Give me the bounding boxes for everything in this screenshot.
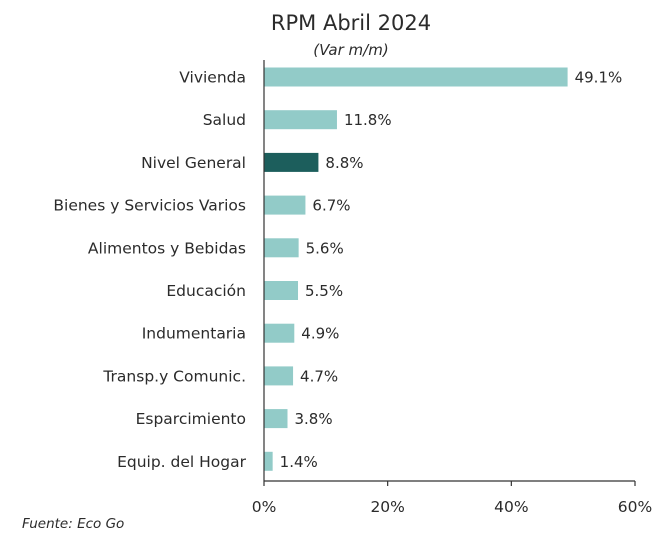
- chart-subtitle: (Var m/m): [313, 41, 388, 59]
- category-label: Esparcimiento: [136, 410, 246, 428]
- x-tick-label: 40%: [494, 498, 528, 516]
- value-label: 3.8%: [294, 410, 332, 428]
- value-label: 8.8%: [325, 154, 363, 172]
- value-label: 5.6%: [306, 239, 344, 257]
- category-label: Bienes y Servicios Varios: [53, 197, 246, 215]
- bar: [264, 152, 319, 172]
- value-label: 1.4%: [280, 453, 318, 471]
- bar: [264, 238, 299, 258]
- value-label: 5.5%: [305, 282, 343, 300]
- value-label: 6.7%: [312, 197, 350, 215]
- category-label: Educación: [166, 282, 246, 300]
- category-label: Transp.y Comunic.: [102, 367, 246, 385]
- category-label: Vivienda: [179, 69, 246, 87]
- bar: [264, 195, 306, 215]
- bar: [264, 409, 288, 429]
- bar: [264, 281, 299, 300]
- bar: [264, 366, 294, 386]
- bar: [264, 323, 295, 343]
- value-label: 11.8%: [344, 111, 392, 129]
- value-label: 4.9%: [301, 325, 339, 343]
- category-label: Indumentaria: [142, 325, 246, 343]
- axes: 0% 20% 40% 60%: [252, 60, 652, 516]
- category-label: Alimentos y Bebidas: [88, 239, 246, 257]
- category-label: Nivel General: [141, 154, 246, 172]
- bars: Vivienda 49.1% Salud 11.8% Nivel General 8.8%…: [53, 67, 623, 471]
- bar: [264, 110, 337, 130]
- x-tick-label: 60%: [618, 498, 652, 516]
- x-tick-label: 0%: [252, 498, 277, 516]
- chart-title: RPM Abril 2024: [271, 11, 431, 35]
- category-label: Equip. del Hogar: [117, 453, 247, 471]
- value-label: 4.7%: [300, 367, 338, 385]
- category-label: Salud: [203, 111, 246, 129]
- value-label: 49.1%: [575, 69, 623, 87]
- x-tick-label: 20%: [370, 498, 404, 516]
- bar: [264, 451, 273, 471]
- source-note: Fuente: Eco Go: [22, 516, 124, 532]
- bar: [264, 67, 568, 87]
